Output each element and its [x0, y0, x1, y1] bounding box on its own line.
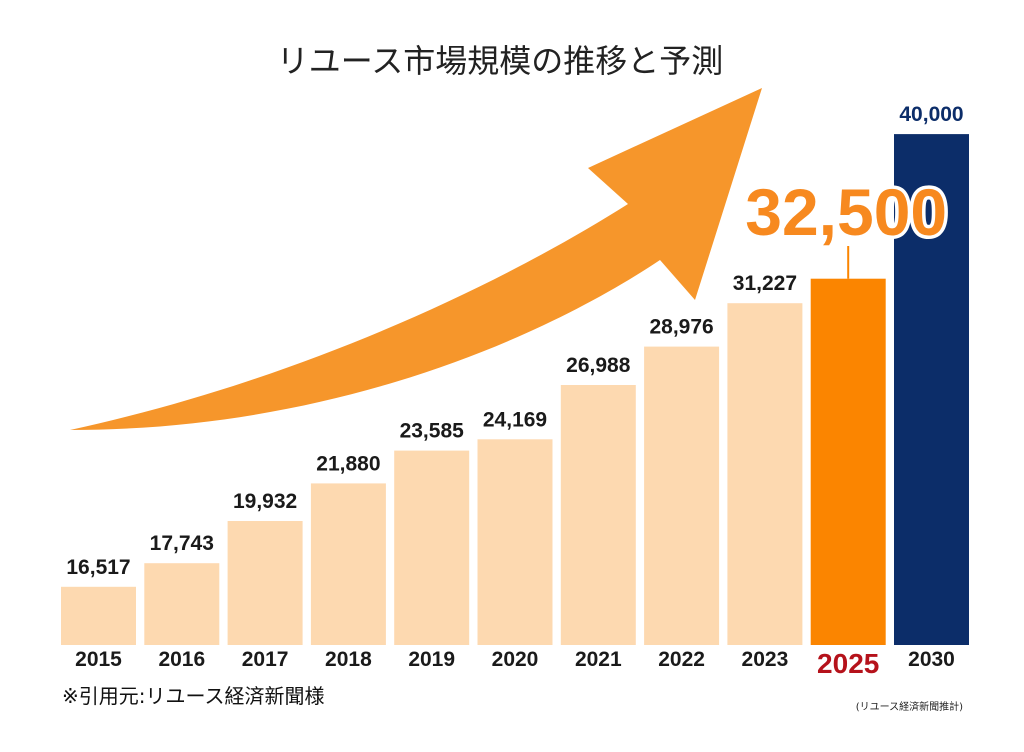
year-label-2015: 2015: [75, 648, 122, 671]
year-label-2021: 2021: [575, 648, 622, 671]
chart-title: リユース市場規模の推移と予測: [277, 42, 723, 80]
value-label-2019: 23,585: [400, 420, 465, 443]
value-label-2015: 16,517: [66, 556, 130, 579]
growth-arrow: [70, 88, 762, 430]
value-label-2018: 21,880: [316, 452, 380, 475]
value-label-2030: 40,000: [899, 103, 963, 126]
bar-2025: [810, 278, 886, 645]
labels-group: 16,517 2015 17,743 2016 19,932 2017 21,880 2018…: [66, 103, 963, 679]
estimate-note: (リユース経済新聞推計): [856, 700, 963, 713]
bar-2020: [477, 439, 553, 645]
year-label-2022: 2022: [658, 648, 705, 671]
year-label-2020: 2020: [492, 648, 539, 671]
bar-2016: [144, 563, 220, 645]
bar-2023: [727, 303, 803, 645]
bars-group: [61, 134, 969, 645]
value-label-2020: 24,169: [483, 408, 547, 431]
year-label-2018: 2018: [325, 648, 372, 671]
year-label-2023: 2023: [742, 648, 789, 671]
bar-2022: [644, 346, 720, 645]
value-label-2025: 32,500: [745, 175, 947, 249]
bar-2015: [61, 586, 136, 645]
bar-2021: [560, 385, 636, 645]
year-label-2017: 2017: [242, 648, 289, 671]
source-citation: ※引用元:リユース経済新聞様: [62, 684, 325, 708]
value-label-2023: 31,227: [733, 272, 797, 295]
bar-2019: [394, 450, 470, 645]
year-label-2025: 2025: [817, 648, 879, 679]
bar-2017: [227, 521, 303, 645]
bar-2018: [310, 483, 386, 645]
value-label-2021: 26,988: [566, 354, 631, 377]
value-label-2016: 17,743: [150, 532, 214, 555]
value-label-2017: 19,932: [233, 490, 297, 513]
value-label-2022: 28,976: [649, 316, 713, 339]
year-label-2030: 2030: [908, 648, 955, 671]
year-label-2019: 2019: [408, 648, 455, 671]
bar-2030: [894, 134, 969, 645]
year-label-2016: 2016: [158, 648, 205, 671]
